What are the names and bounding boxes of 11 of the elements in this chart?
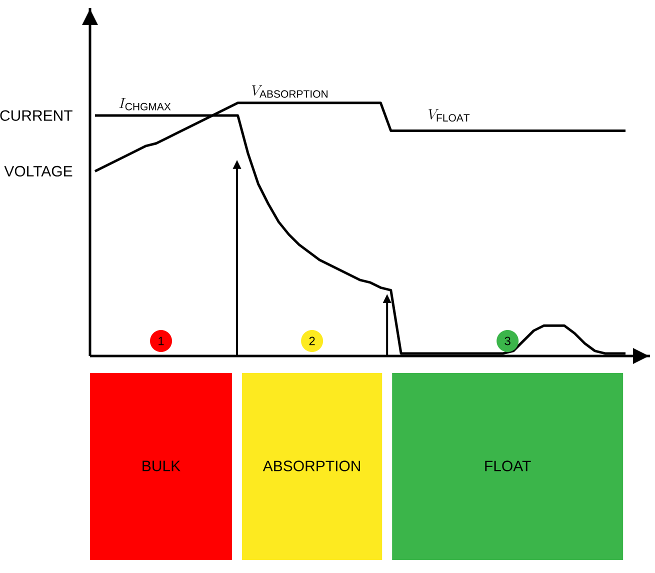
- series-label: CURRENT: [0, 110, 72, 121]
- series-label: VOLTAGE: [4, 166, 72, 177]
- annotation: 1: [158, 336, 164, 346]
- text: ABSORPTION: [262, 460, 360, 472]
- annotation: 3: [504, 336, 510, 346]
- annotation: $V_{\mathrm{FLOAT}}$: [428, 109, 470, 122]
- text: FLOAT: [485, 460, 531, 472]
- annotation: 2: [309, 336, 315, 346]
- text: BULK: [142, 460, 180, 472]
- annotation: $I_{\mathrm{CHGMAX}}$: [119, 98, 171, 110]
- text: $V_{\mathrm{ABSORPTION}}$: [252, 85, 328, 98]
